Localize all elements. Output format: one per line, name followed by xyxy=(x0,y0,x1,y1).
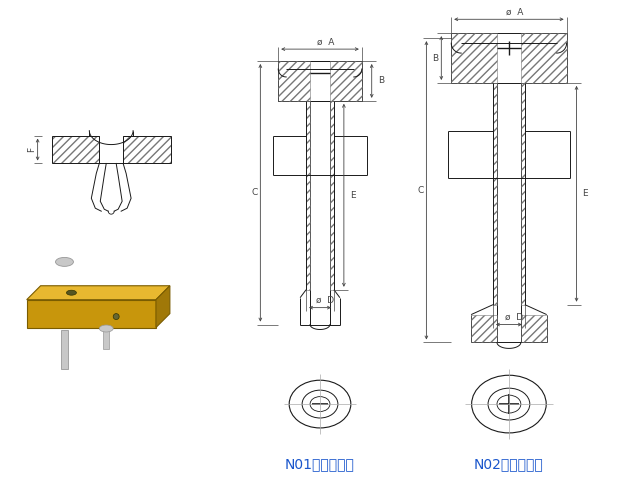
Ellipse shape xyxy=(66,290,77,295)
Polygon shape xyxy=(27,300,156,328)
Bar xyxy=(278,61,310,101)
Ellipse shape xyxy=(99,325,113,332)
Bar xyxy=(493,83,497,305)
Ellipse shape xyxy=(113,313,119,320)
Text: N02（十字槽）: N02（十字槽） xyxy=(474,457,544,471)
Text: ø  A: ø A xyxy=(317,37,334,47)
Bar xyxy=(51,136,99,163)
Text: B: B xyxy=(377,76,384,86)
Bar xyxy=(104,328,109,349)
Bar xyxy=(278,61,362,101)
Bar xyxy=(471,314,497,343)
Bar xyxy=(521,314,547,343)
Bar xyxy=(451,33,497,83)
Text: ø  A: ø A xyxy=(506,8,523,17)
Text: B: B xyxy=(432,53,439,63)
Text: C: C xyxy=(417,186,424,195)
Bar xyxy=(330,101,334,290)
Bar xyxy=(123,136,171,163)
Text: E: E xyxy=(350,191,356,200)
Bar xyxy=(306,101,310,290)
Bar xyxy=(521,83,525,305)
Text: E: E xyxy=(583,189,588,198)
Text: N01（一字槽）: N01（一字槽） xyxy=(285,457,355,471)
Polygon shape xyxy=(156,286,170,328)
Text: ø  D: ø D xyxy=(316,296,334,305)
Text: ø  D: ø D xyxy=(505,313,523,322)
Polygon shape xyxy=(27,286,170,300)
Text: C: C xyxy=(251,188,257,197)
Bar xyxy=(60,330,68,369)
Bar xyxy=(521,33,566,83)
Ellipse shape xyxy=(55,258,73,266)
Bar xyxy=(330,61,362,101)
Text: F: F xyxy=(27,147,36,152)
